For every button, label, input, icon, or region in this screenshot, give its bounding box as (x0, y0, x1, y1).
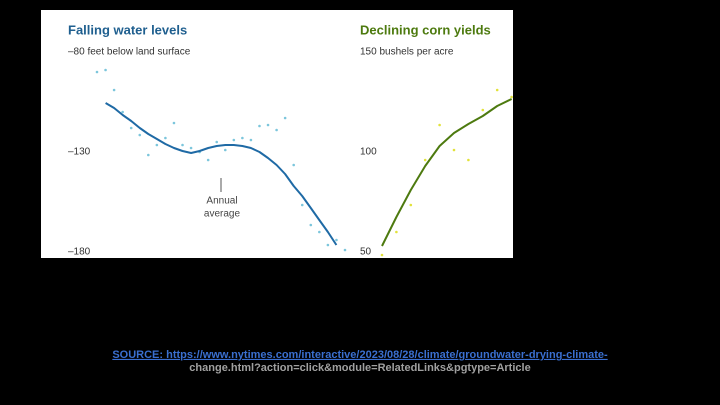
data-dot (423, 158, 427, 162)
data-dot (395, 230, 398, 234)
source-link-cont[interactable]: change.html?action=click&module=RelatedL… (189, 362, 530, 374)
charts: Falling water levels –80 feet below land … (68, 22, 513, 258)
chart-title: Falling water levels (68, 22, 187, 37)
data-dot (438, 123, 441, 127)
data-dot (481, 108, 485, 112)
source-link[interactable]: SOURCE: https://www.nytimes.com/interact… (112, 349, 608, 361)
data-dot (181, 143, 184, 147)
data-dot (249, 138, 253, 142)
chart-subtitle: 150 bushels per acre (360, 47, 454, 58)
data-dot (309, 223, 313, 227)
chart-panel (41, 10, 513, 258)
data-dot (104, 68, 107, 72)
data-dot (215, 140, 219, 144)
data-dot (206, 158, 210, 162)
average-line (381, 98, 513, 247)
annotation: average (204, 209, 241, 220)
data-dot (318, 230, 321, 234)
data-dot (300, 203, 304, 207)
data-dot (335, 238, 338, 242)
data-dot (283, 116, 287, 120)
y-tick-label: 50 (360, 247, 372, 258)
data-dot (326, 243, 330, 247)
annotation: Annual (206, 196, 237, 207)
data-dot (467, 158, 470, 162)
data-dot (155, 143, 159, 147)
data-dot (343, 248, 347, 252)
y-tick-label: 100 (360, 147, 377, 158)
data-dot (275, 128, 278, 132)
data-dot (172, 121, 176, 125)
data-dot (380, 253, 384, 257)
chart-subtitle: –80 feet below land surface (68, 47, 191, 58)
data-dot (223, 148, 227, 152)
y-tick-label: –130 (68, 147, 91, 158)
data-dot (164, 136, 167, 140)
data-dot (495, 88, 499, 92)
data-dot (138, 133, 142, 137)
data-dot (266, 123, 270, 127)
data-dot (510, 95, 513, 99)
chart-title: Declining corn yields (360, 22, 491, 37)
data-dot (189, 146, 193, 150)
average-line (105, 102, 338, 246)
data-dot (241, 136, 244, 140)
data-dot (409, 203, 413, 207)
data-dot (258, 124, 261, 128)
data-dot (452, 148, 456, 152)
data-dot (147, 153, 150, 157)
data-dot (129, 126, 133, 130)
data-dot (95, 70, 99, 74)
data-dot (292, 163, 295, 167)
data-dot (112, 88, 116, 92)
y-tick-label: –180 (68, 247, 91, 258)
data-dot (121, 110, 124, 114)
data-dot (232, 138, 236, 142)
